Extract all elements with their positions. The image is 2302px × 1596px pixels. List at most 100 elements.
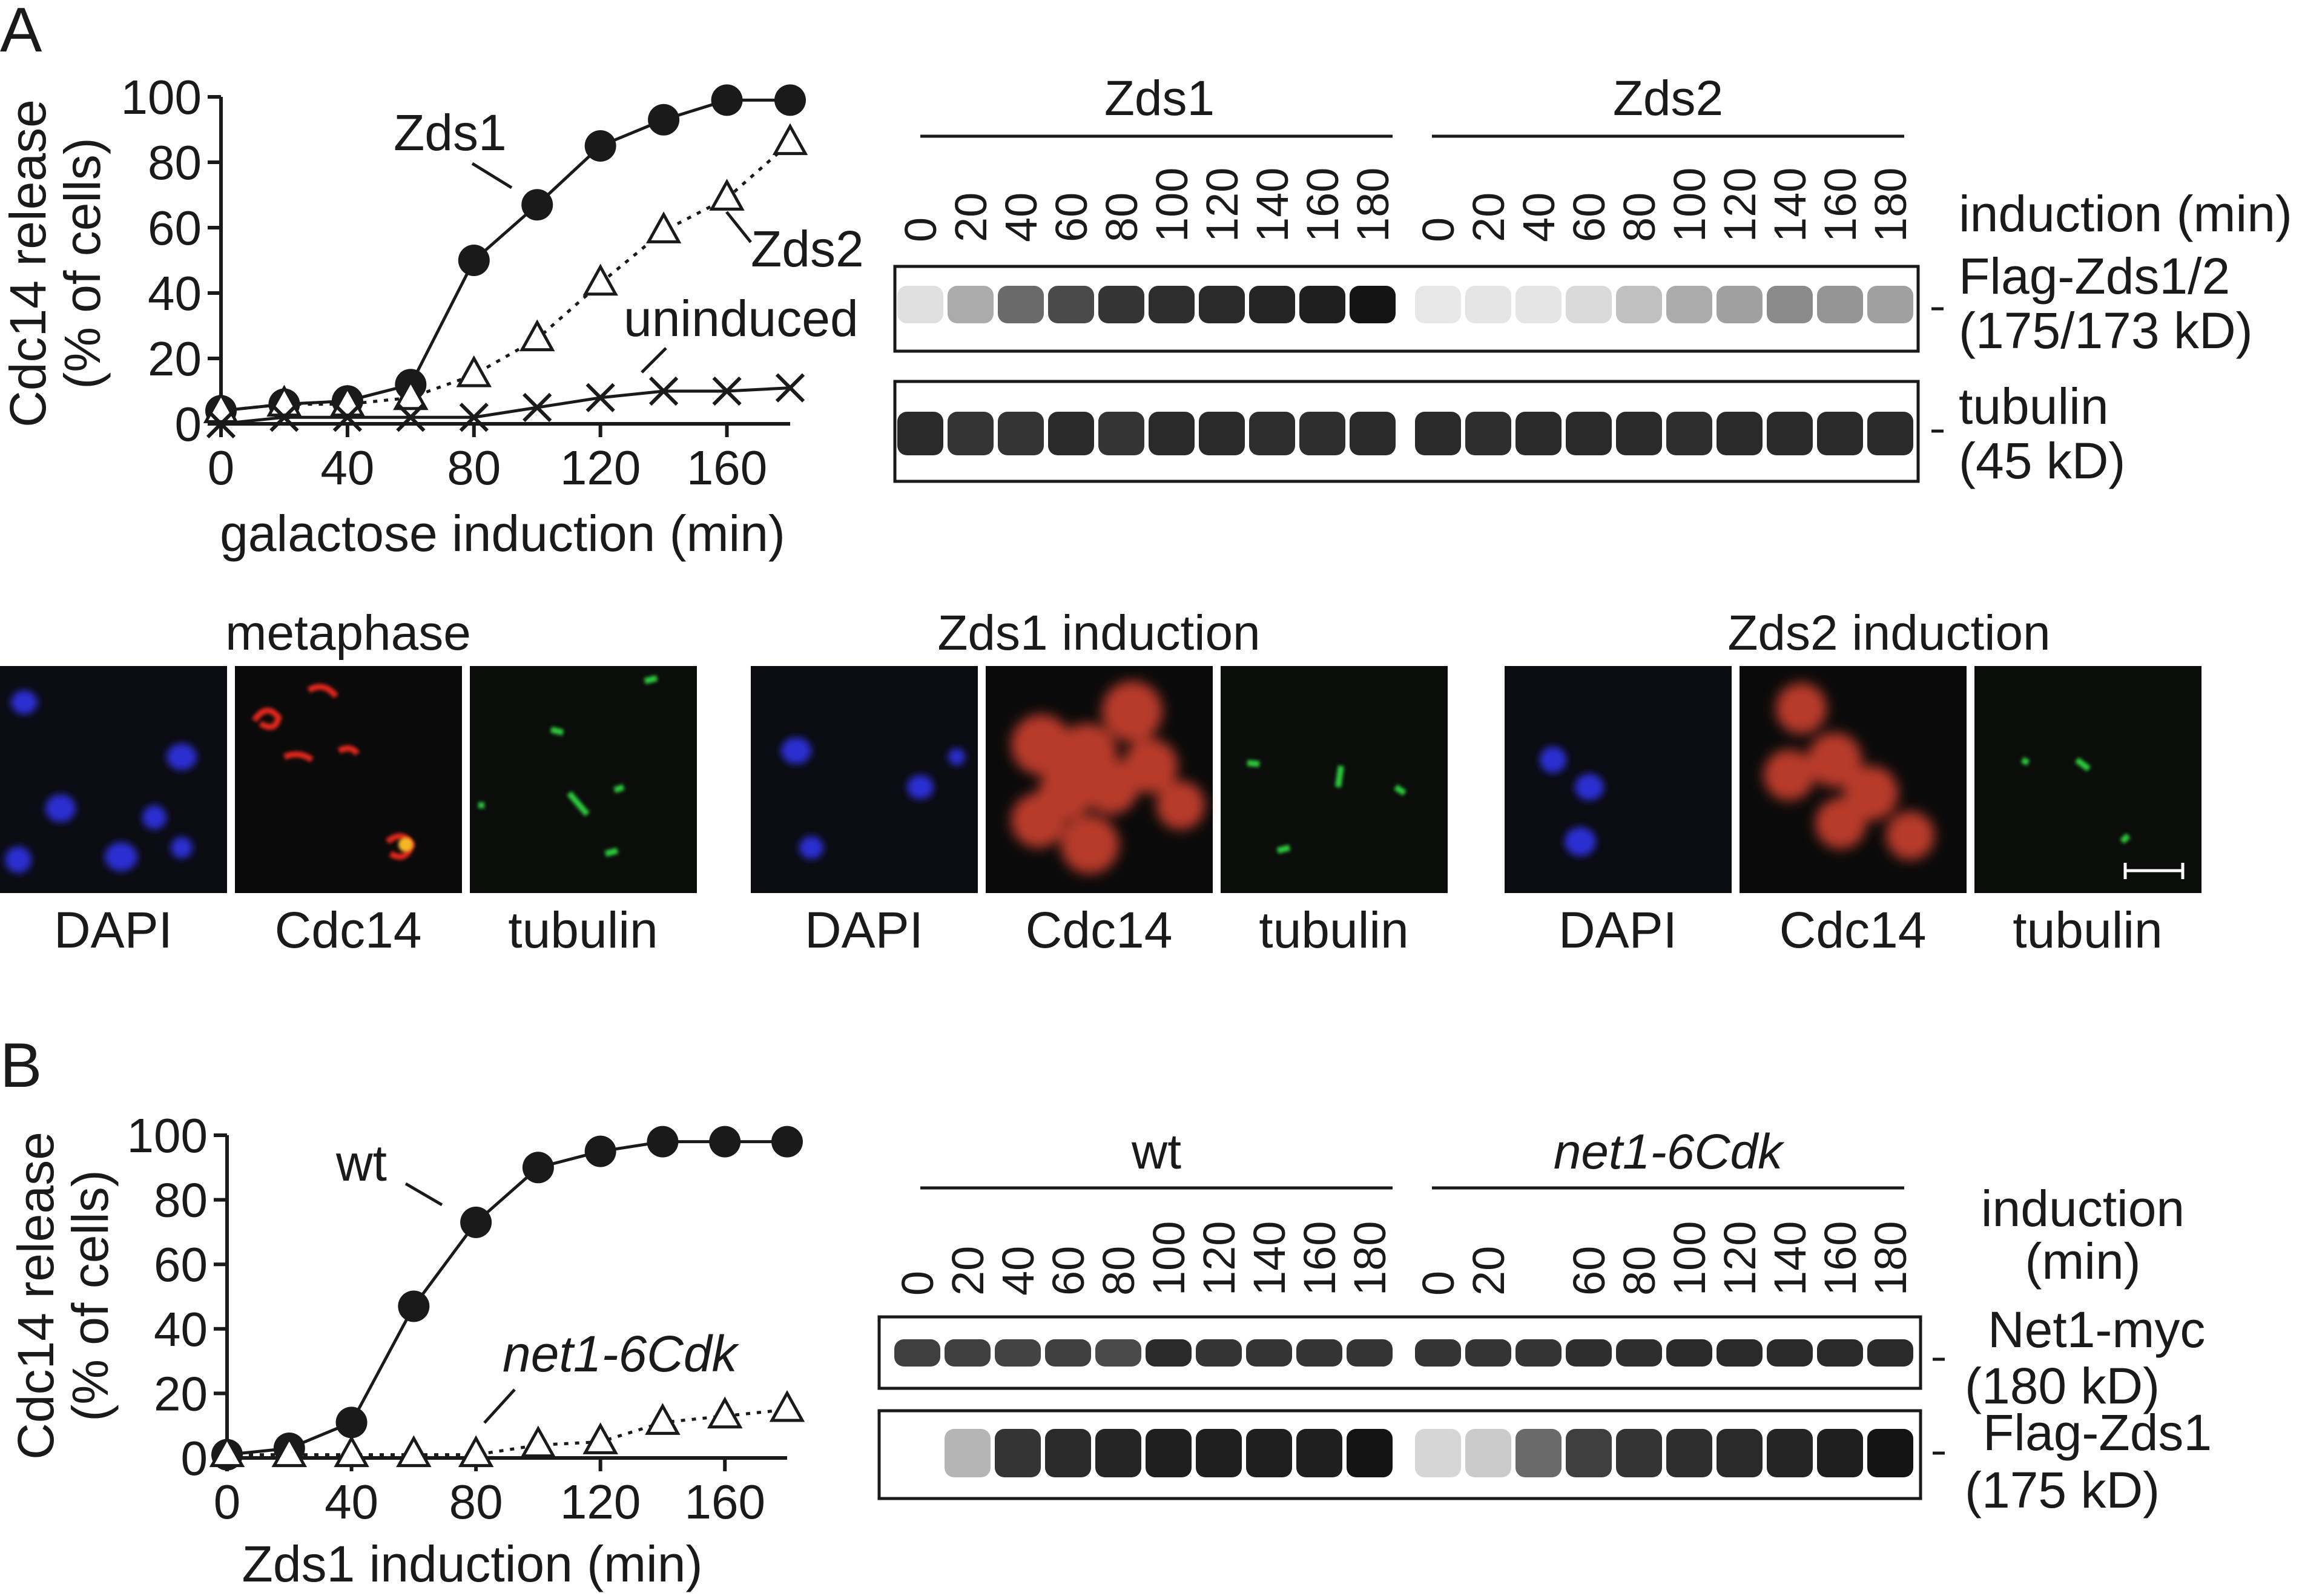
blot-band bbox=[1196, 1339, 1242, 1367]
x-tick-label: 40 bbox=[325, 1475, 378, 1529]
blot-band bbox=[1146, 1429, 1192, 1477]
x-tick-label: 120 bbox=[560, 441, 641, 495]
lane-label: 20 bbox=[1463, 1246, 1514, 1296]
blot-size-tubulin: (45 kD) bbox=[1959, 432, 2125, 489]
series-line bbox=[220, 98, 790, 412]
x-tick-label: 160 bbox=[687, 441, 767, 495]
western-blots-b: wt net1-6Cdk induction (min) 0 20 40 60 80 10… bbox=[877, 1124, 2212, 1519]
data-point bbox=[647, 1126, 679, 1158]
lane-label: 180 bbox=[1865, 168, 1916, 242]
blot-band bbox=[1666, 412, 1712, 455]
blot-band bbox=[995, 1339, 1041, 1367]
lane-label: 0 bbox=[895, 217, 946, 242]
lane-label: 180 bbox=[1348, 168, 1398, 242]
blot-band bbox=[1767, 1339, 1813, 1367]
micro-label-metaphase-cdc14: Cdc14 bbox=[275, 902, 422, 958]
x-tick-label: 0 bbox=[208, 441, 235, 495]
data-point bbox=[645, 211, 682, 243]
blot-label-flag-zds: Flag-Zds1/2 bbox=[1959, 248, 2230, 305]
blot-band bbox=[1717, 1339, 1763, 1367]
blot-band bbox=[1867, 1339, 1913, 1367]
data-point bbox=[332, 403, 363, 432]
x-tick-label: 160 bbox=[684, 1475, 765, 1529]
blot-size-flag-zds1: (175 kD) bbox=[1965, 1462, 2160, 1519]
blot-band bbox=[1515, 1339, 1562, 1367]
chart-b-annotations: wt net1-6Cdk bbox=[335, 1135, 740, 1424]
data-point bbox=[709, 1126, 741, 1158]
series-line bbox=[227, 1408, 788, 1457]
data-point bbox=[709, 179, 745, 211]
lane-label: 20 bbox=[943, 1246, 993, 1296]
blot-band bbox=[1465, 1429, 1511, 1477]
lane-label: 60 bbox=[1564, 1246, 1614, 1296]
blot-band bbox=[948, 286, 994, 323]
series-leader-zds1 bbox=[471, 162, 513, 190]
blot-band bbox=[945, 1429, 991, 1477]
chart-b-ylabel-1: Cdc14 release bbox=[7, 1132, 64, 1460]
blot-band bbox=[1867, 1429, 1913, 1477]
series-leader-zds2 bbox=[725, 211, 752, 243]
data-point bbox=[521, 189, 553, 221]
data-point bbox=[769, 1390, 805, 1422]
y-tick-label: 40 bbox=[148, 266, 202, 320]
blot-band bbox=[1199, 286, 1245, 323]
y-tick-label: 100 bbox=[127, 1109, 208, 1162]
blot-band bbox=[1415, 1429, 1461, 1477]
bands-flag-zds bbox=[897, 286, 1913, 323]
blot-band bbox=[1246, 1429, 1292, 1477]
series-label-zds1: Zds1 bbox=[394, 104, 507, 161]
micro-dapi-zds1 bbox=[751, 666, 978, 893]
data-point bbox=[584, 130, 616, 162]
micro-tubulin-zds2 bbox=[1974, 666, 2201, 893]
blot-band bbox=[1465, 412, 1511, 455]
lane-label: 100 bbox=[1144, 1221, 1194, 1296]
data-point bbox=[774, 84, 806, 116]
lane-label: 0 bbox=[892, 1271, 943, 1296]
lane-label: 100 bbox=[1664, 168, 1715, 242]
blot-band bbox=[1045, 1339, 1091, 1367]
lane-label: 0 bbox=[1413, 217, 1463, 242]
chart-a-ylabel-2: (% of cells) bbox=[54, 137, 111, 389]
blot-band bbox=[1817, 286, 1863, 323]
series-leader-wt bbox=[404, 1182, 443, 1207]
lane-label: 100 bbox=[1664, 1221, 1715, 1296]
bands-tubulin bbox=[897, 412, 1913, 455]
lanes-header-b-2: (min) bbox=[2025, 1233, 2140, 1290]
blot-band bbox=[1465, 286, 1511, 323]
panel-label-b: B bbox=[0, 1030, 42, 1101]
blot-group-zds1: Zds1 bbox=[1104, 71, 1215, 126]
blot-band bbox=[1045, 1429, 1091, 1477]
data-point bbox=[582, 1422, 618, 1454]
blot-band bbox=[1350, 286, 1396, 323]
blot-band bbox=[1149, 286, 1195, 323]
blot-band bbox=[1515, 286, 1562, 323]
blot-band bbox=[1299, 412, 1345, 455]
blot-band bbox=[1616, 1339, 1662, 1367]
x-tick-label: 120 bbox=[560, 1475, 641, 1529]
y-tick-label: 80 bbox=[154, 1173, 208, 1227]
y-tick-label: 60 bbox=[154, 1238, 208, 1291]
blot-band bbox=[894, 1339, 940, 1367]
blot-band bbox=[1616, 1429, 1662, 1477]
series-line bbox=[220, 386, 791, 426]
blot-band bbox=[1199, 412, 1245, 455]
blot-band bbox=[1465, 1339, 1511, 1367]
blot-band bbox=[1048, 412, 1094, 455]
blot-band bbox=[1717, 286, 1763, 323]
data-point bbox=[772, 123, 808, 156]
data-point bbox=[519, 319, 555, 352]
data-point bbox=[775, 373, 805, 403]
lane-label: 40 bbox=[996, 193, 1046, 242]
lane-label: 80 bbox=[1614, 193, 1664, 242]
chart-a-axes: 0 20 40 60 80 100 0 40 80 120 160 bbox=[121, 70, 790, 495]
bands-net1-myc bbox=[894, 1339, 1913, 1367]
blot-band bbox=[1566, 1429, 1612, 1477]
x-tick-label: 80 bbox=[449, 1475, 503, 1529]
x-tick-label: 40 bbox=[320, 441, 374, 495]
blot-band bbox=[1296, 1339, 1342, 1367]
lane-label: 60 bbox=[1046, 193, 1097, 242]
blot-band bbox=[1867, 412, 1913, 455]
lane-label: 140 bbox=[1765, 1221, 1815, 1296]
blot-band bbox=[1566, 1339, 1612, 1367]
